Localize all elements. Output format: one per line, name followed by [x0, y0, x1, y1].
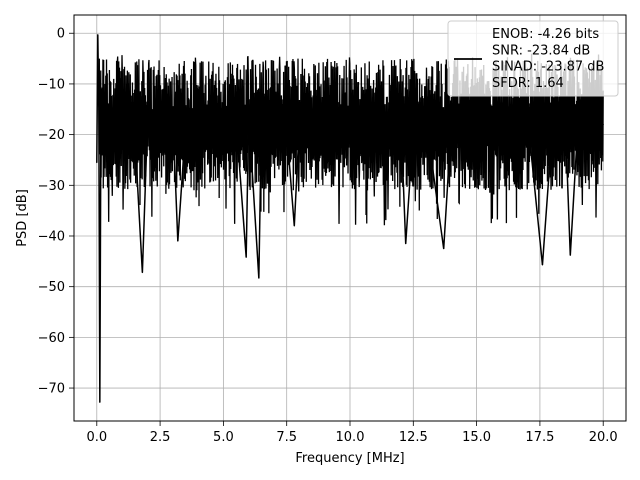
- series-point-0-6: [121, 123, 123, 126]
- series-point-0-23: [286, 128, 288, 131]
- series-point-0-12: [177, 240, 179, 242]
- series-point-0-8: [141, 271, 143, 274]
- series-point-0-40: [476, 113, 478, 115]
- x-tick-label-1: 2.5: [150, 430, 171, 445]
- x-tick-label-6: 15.0: [462, 430, 491, 445]
- series-line-0: [96, 34, 604, 403]
- x-tick-label-4: 10.0: [336, 430, 365, 445]
- psd-series: [96, 34, 604, 403]
- y-tick-label-2: −20: [38, 128, 65, 143]
- series-point-0-10: [159, 134, 161, 136]
- legend-entry-sfdr: SFDR: 1.64: [492, 76, 564, 91]
- legend: ENOB: -4.26 bits SNR: -23.84 dB SINAD: -…: [447, 20, 619, 97]
- x-axis-ticks: 0.0 2.5 5.0 7.5 10.0 12.5 15.0 17.5 20.0: [86, 421, 618, 445]
- series-point-0-16: [222, 134, 224, 136]
- series-point-0-42: [501, 123, 503, 126]
- series-point-0-49: [577, 123, 579, 126]
- series-point-0-21: [260, 123, 262, 126]
- x-tick-label-8: 20.0: [589, 430, 618, 445]
- y-tick-label-0: 0: [57, 27, 65, 42]
- series-point-0-27: [324, 113, 326, 115]
- series-point-0-26: [311, 118, 313, 121]
- series-point-0-20: [258, 277, 260, 279]
- series-point-0-37: [443, 248, 445, 250]
- series-point-0-45: [541, 264, 544, 266]
- series-point-0-50: [589, 118, 592, 121]
- x-tick-label-2: 5.0: [213, 430, 234, 445]
- y-tick-label-1: −10: [38, 77, 65, 92]
- series-point-0-18: [245, 256, 247, 258]
- legend-box: [447, 20, 619, 97]
- series-point-0-46: [551, 123, 554, 126]
- x-tick-label-0: 0.0: [86, 430, 107, 445]
- series-point-0-43: [513, 118, 516, 121]
- series-point-0-24: [293, 225, 295, 227]
- series-point-0-44: [526, 113, 528, 115]
- psd-noise-path: [98, 53, 604, 226]
- y-axis-label: PSD [dB]: [15, 189, 30, 247]
- series-point-0-47: [564, 118, 566, 121]
- series-point-0-38: [450, 123, 452, 126]
- series-point-0-35: [412, 128, 414, 131]
- y-tick-label-3: −30: [38, 179, 65, 194]
- x-tick-label-3: 7.5: [276, 430, 297, 445]
- series-point-0-7: [134, 134, 136, 136]
- x-axis-label: Frequency [MHz]: [295, 451, 404, 466]
- series-point-0-5: [108, 144, 111, 146]
- series-point-0-25: [298, 123, 300, 126]
- series-point-0-3: [99, 401, 101, 403]
- x-tick-label-7: 17.5: [525, 430, 554, 445]
- series-point-0-0: [96, 161, 98, 164]
- series-point-0-13: [184, 128, 187, 131]
- series-point-0-33: [400, 113, 402, 115]
- series-point-0-2: [98, 108, 100, 110]
- series-point-0-48: [569, 254, 571, 256]
- series-point-0-30: [362, 134, 364, 136]
- legend-entry-enob: ENOB: -4.26 bits: [492, 27, 599, 42]
- x-tick-label-5: 12.5: [399, 430, 428, 445]
- series-point-0-9: [146, 123, 149, 126]
- series-point-0-19: [248, 113, 250, 115]
- series-point-0-22: [273, 118, 275, 121]
- series-point-0-28: [336, 128, 338, 131]
- series-point-0-41: [488, 128, 490, 131]
- series-point-0-39: [463, 118, 465, 121]
- series-point-0-29: [349, 123, 351, 126]
- series-point-0-1: [97, 34, 99, 36]
- series-point-0-15: [210, 123, 212, 126]
- series-point-0-4: [100, 134, 102, 136]
- y-tick-label-5: −50: [38, 280, 65, 295]
- series-point-0-36: [425, 118, 427, 121]
- series-point-0-11: [172, 113, 174, 115]
- series-point-0-14: [197, 144, 199, 146]
- series-point-0-32: [387, 123, 389, 126]
- y-tick-label-7: −70: [38, 382, 65, 397]
- y-tick-label-4: −40: [38, 229, 65, 244]
- y-axis-ticks: 0 −10 −20 −30 −40 −50 −60 −70: [38, 27, 74, 397]
- series-point-0-51: [602, 123, 604, 126]
- y-tick-label-6: −60: [38, 331, 65, 346]
- legend-entry-sinad: SINAD: -23.87 dB: [492, 60, 604, 75]
- series-point-0-34: [405, 242, 407, 245]
- series-point-0-31: [374, 118, 376, 121]
- series-point-0-17: [235, 118, 237, 121]
- legend-entry-snr: SNR: -23.84 dB: [492, 43, 590, 58]
- psd-noise-band: [98, 53, 604, 226]
